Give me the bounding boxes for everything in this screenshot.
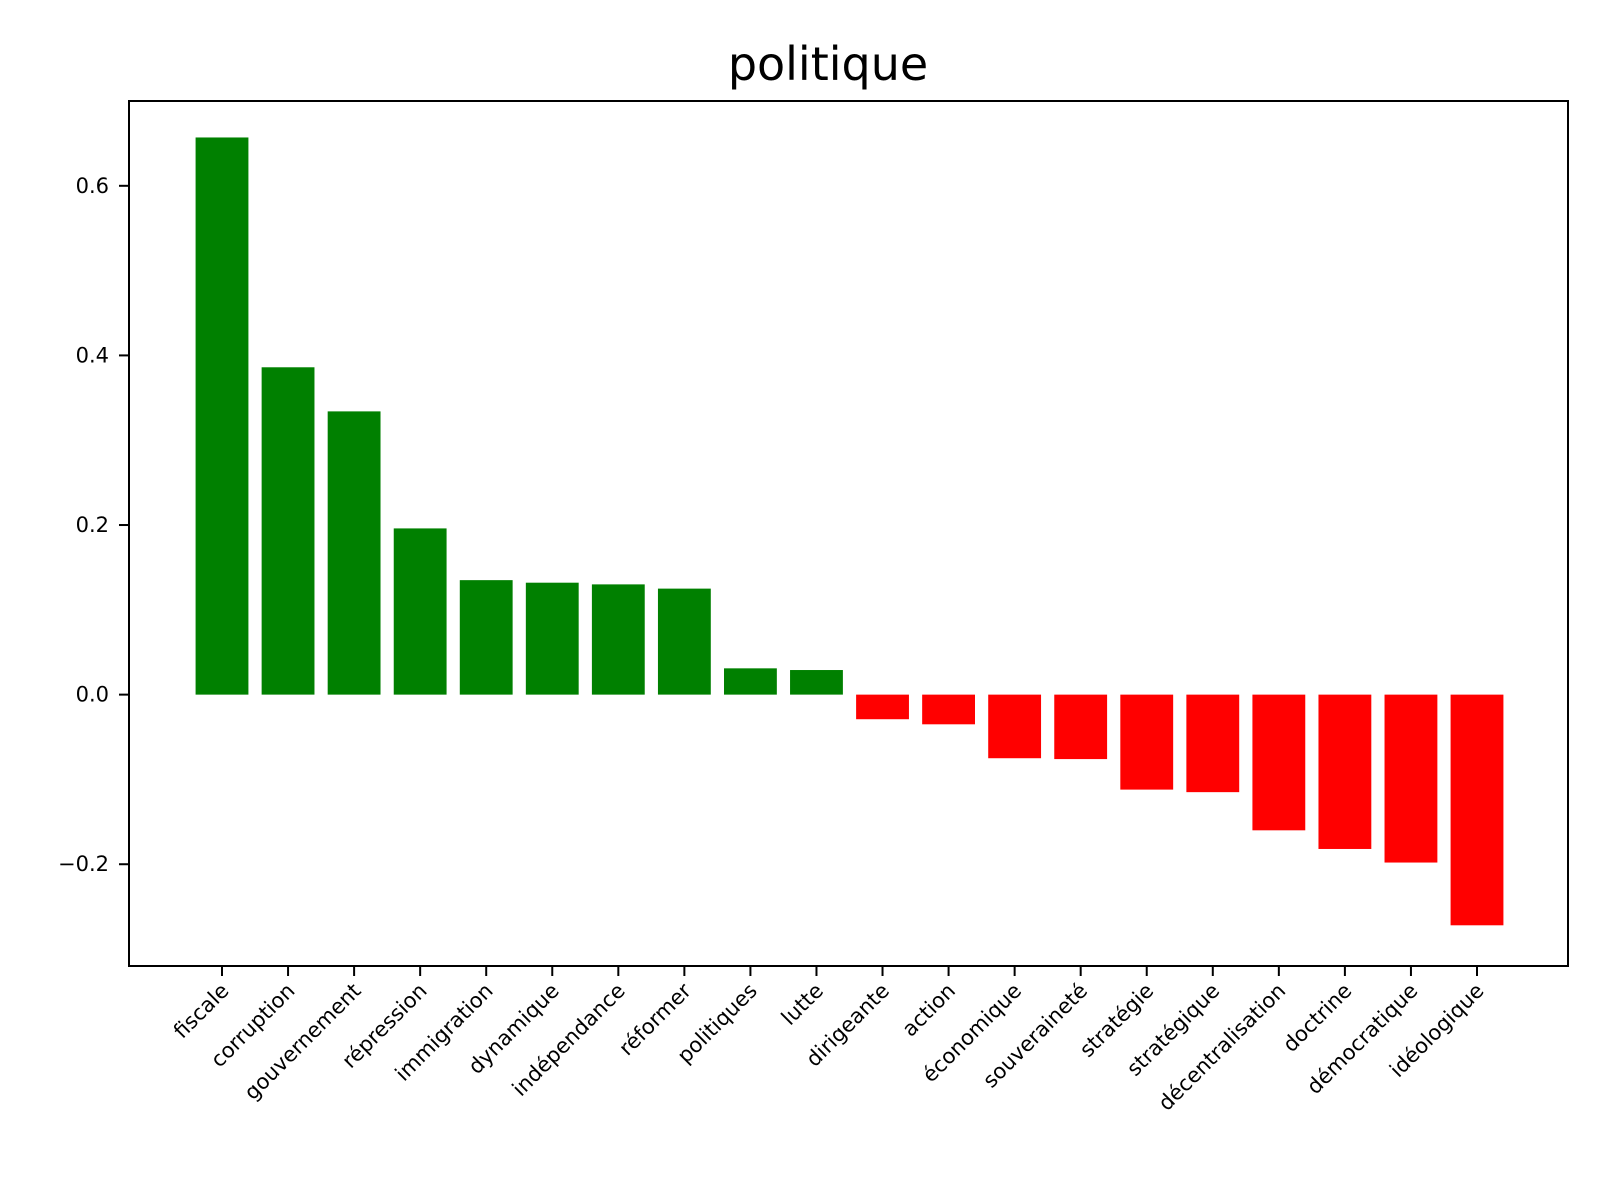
bar-fiscale (195, 137, 249, 695)
bar-immigration (459, 580, 513, 695)
chart-title: politique (728, 37, 928, 91)
bars-group (195, 137, 1504, 926)
x-axis: fiscalecorruptiongouvernementrépressioni… (169, 966, 1489, 1115)
x-tick-label: action (897, 979, 960, 1042)
bar-indépendance (591, 584, 645, 695)
bar-idéologique (1450, 694, 1504, 926)
bar-corruption (261, 367, 315, 695)
y-tick-label: 0.6 (76, 174, 109, 198)
x-tick-label: décentralisation (1154, 979, 1291, 1116)
bar-politiques (724, 668, 777, 695)
bar-action (922, 694, 975, 725)
y-tick-label: 0.0 (76, 683, 109, 707)
y-tick-label: 0.2 (76, 513, 109, 537)
x-tick-label: lutte (777, 979, 828, 1030)
bar-économique (988, 694, 1042, 759)
bar-répression (393, 528, 447, 695)
x-tick-label: indépendance (508, 979, 630, 1101)
y-tick-label: 0.4 (76, 343, 109, 367)
bar-stratégie (1120, 694, 1174, 790)
bar-doctrine (1318, 694, 1372, 849)
x-tick-label: gouvernement (240, 979, 366, 1105)
bar-dirigeante (856, 694, 909, 720)
plot-frame (128, 100, 1569, 967)
bar-réformer (657, 588, 711, 695)
y-tick-label: −0.2 (58, 852, 109, 876)
x-tick-label: fiscale (169, 979, 234, 1044)
bar-décentralisation (1252, 694, 1306, 831)
bar-lutte (790, 670, 843, 695)
bar-souveraineté (1054, 694, 1108, 760)
bar-démocratique (1384, 694, 1438, 863)
bar-gouvernement (327, 411, 381, 695)
bar-stratégique (1186, 694, 1240, 793)
y-axis: −0.2 0.0 0.2 0.4 0.6 (58, 174, 129, 876)
bar-dynamique (525, 582, 579, 695)
